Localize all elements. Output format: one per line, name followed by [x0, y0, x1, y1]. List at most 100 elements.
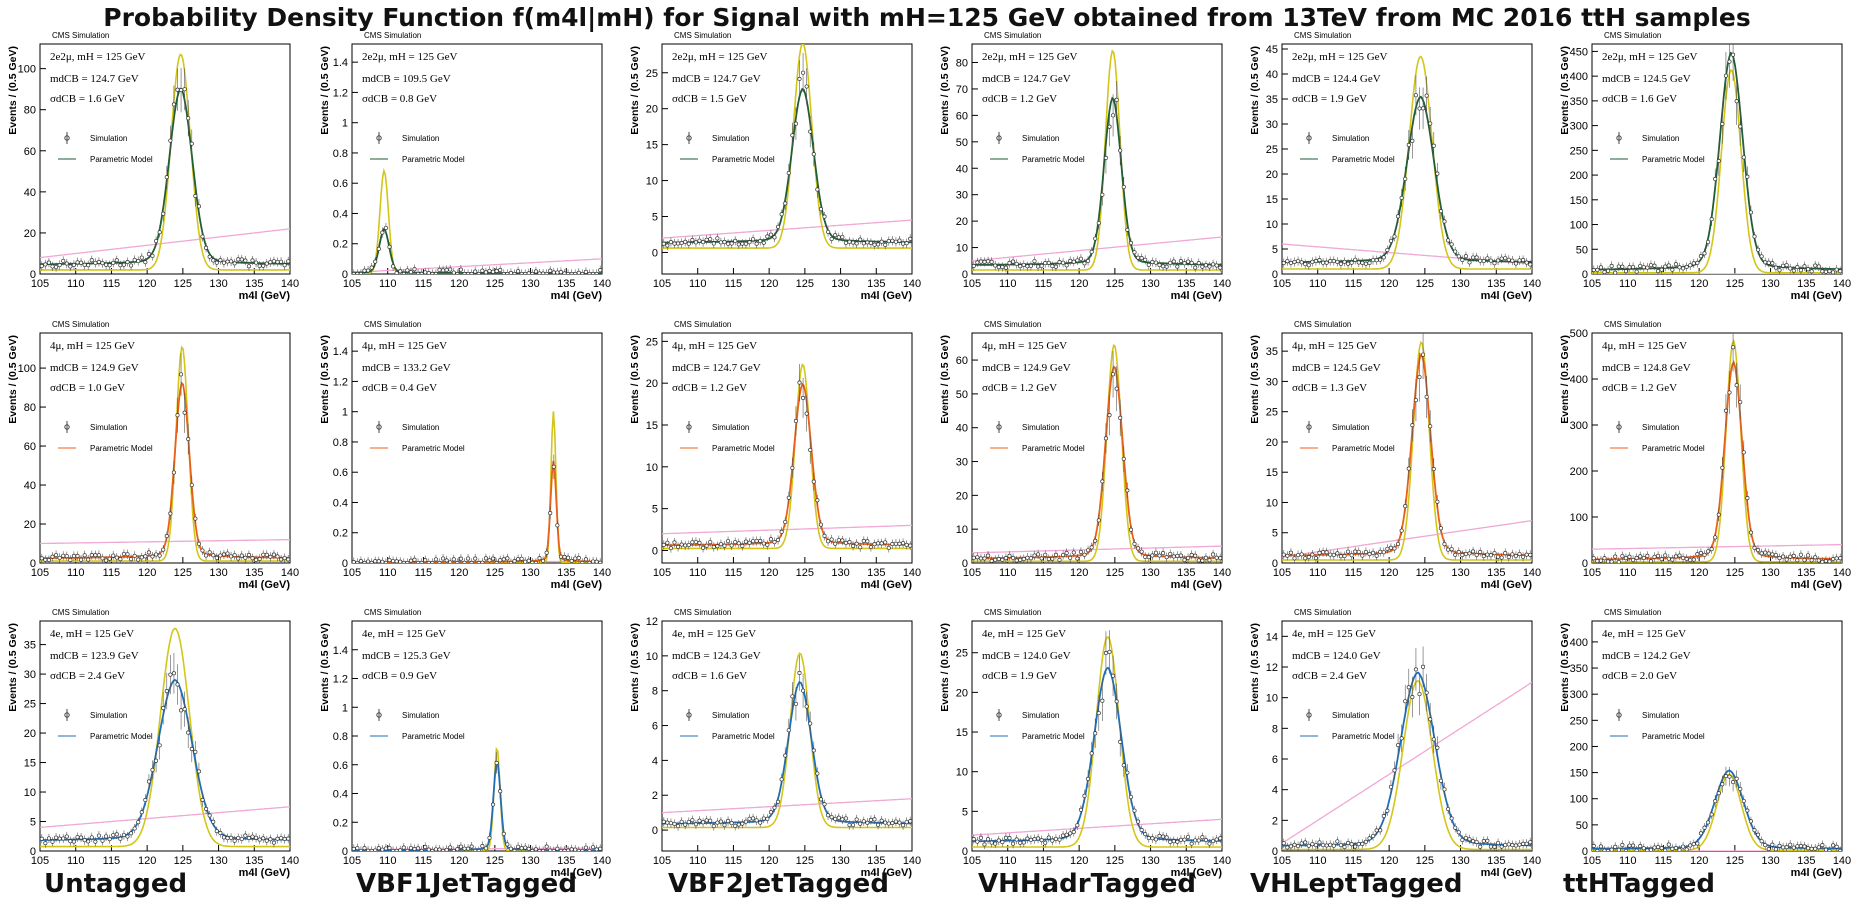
data-point [1292, 842, 1297, 847]
y-tick-label: 14 [1266, 631, 1278, 643]
y-tick-label: 0.8 [333, 437, 348, 449]
series-parametric-model [662, 87, 912, 244]
data-point [50, 264, 55, 269]
data-point [865, 820, 870, 825]
y-tick-label: 1.2 [333, 376, 348, 388]
data-point [512, 848, 517, 851]
data-point [426, 271, 431, 274]
data-point [1371, 833, 1376, 839]
data-point [1813, 263, 1818, 268]
data-point [82, 262, 87, 267]
data-point [1677, 265, 1682, 270]
y-tick-label: 0.4 [333, 208, 348, 220]
series-parametric-model [1592, 769, 1842, 850]
data-point [541, 558, 546, 563]
data-point [1161, 834, 1166, 839]
data-point [1171, 839, 1176, 844]
data-point [426, 847, 431, 851]
y-tick-label: 80 [24, 402, 36, 414]
data-point [508, 560, 513, 563]
data-point [972, 555, 976, 560]
data-point [1641, 265, 1646, 270]
data-point [758, 538, 763, 543]
panel-1-1: CMS Simulation00.20.40.60.811.21.4Events… [319, 320, 611, 591]
data-point [1666, 263, 1671, 268]
legend-label-simulation: Simulation [1022, 711, 1059, 720]
x-tick-label: 110 [1309, 567, 1327, 579]
data-point [498, 558, 503, 563]
channel-annotation: 4μ, mH = 125 GeV [1292, 340, 1377, 352]
data-point [1018, 557, 1023, 562]
data-point [1659, 557, 1664, 562]
x-tick-label: 140 [593, 855, 611, 867]
data-point [268, 837, 273, 842]
x-tick-label: 105 [1583, 855, 1601, 867]
data-point [204, 806, 209, 811]
data-point [448, 845, 453, 850]
data-point [729, 543, 734, 548]
data-point [1592, 556, 1596, 561]
data-point [715, 544, 720, 549]
x-tick-label: 105 [1583, 278, 1601, 290]
data-point [175, 87, 180, 92]
x-tick-label: 140 [281, 855, 299, 867]
x-tick-label: 110 [67, 567, 85, 579]
data-point [1827, 848, 1832, 851]
data-point [498, 789, 503, 794]
data-point [1136, 546, 1141, 551]
data-point [783, 201, 788, 206]
x-tick-label: 125 [1106, 855, 1124, 867]
data-point [904, 820, 909, 825]
data-point [690, 540, 695, 545]
legend-label-simulation: Simulation [1332, 423, 1369, 432]
x-tick-label: 110 [379, 567, 397, 579]
data-point [989, 259, 994, 264]
data-point [1121, 456, 1126, 461]
x-tick-label: 135 [245, 278, 263, 290]
data-point [1620, 554, 1625, 559]
channel-annotation: 2e2μ, mH = 125 GeV [1602, 51, 1698, 63]
series-parametric-model [662, 382, 912, 547]
cms-header: CMS Simulation [984, 608, 1041, 617]
data-point [1485, 838, 1490, 843]
mean-annotation: mdCB = 123.9 GeV [50, 650, 139, 662]
data-point [989, 558, 994, 563]
data-point [1186, 555, 1191, 560]
data-point [743, 819, 748, 824]
data-point [1752, 234, 1757, 239]
data-point [1203, 838, 1208, 843]
data-point [164, 533, 169, 539]
data-point [1078, 256, 1083, 261]
data-point [423, 558, 428, 563]
data-point [1282, 552, 1286, 557]
data-point [1827, 269, 1832, 274]
data-point [1043, 840, 1048, 845]
data-point [530, 848, 535, 851]
data-point [82, 838, 87, 843]
data-point [747, 240, 752, 245]
data-point [594, 847, 599, 851]
data-point [448, 560, 453, 563]
y-tick-label: 0.6 [333, 760, 348, 772]
data-point [71, 262, 76, 268]
data-point [1399, 528, 1404, 533]
data-point [43, 262, 48, 267]
data-point [1128, 794, 1133, 800]
channel-annotation: 2e2μ, mH = 125 GeV [982, 51, 1078, 63]
data-point [1021, 262, 1026, 267]
data-point [537, 556, 542, 561]
data-point [1781, 263, 1786, 268]
x-tick-label: 105 [343, 567, 361, 579]
data-point [257, 263, 262, 268]
data-point [1061, 552, 1066, 558]
data-point [376, 246, 381, 251]
data-point [975, 555, 980, 560]
x-tick-label: 130 [1141, 567, 1159, 579]
data-point [1146, 555, 1151, 560]
data-point [466, 271, 471, 274]
data-point [1396, 541, 1401, 547]
data-point [1449, 816, 1454, 821]
data-point [1503, 551, 1508, 556]
data-point [64, 554, 69, 559]
